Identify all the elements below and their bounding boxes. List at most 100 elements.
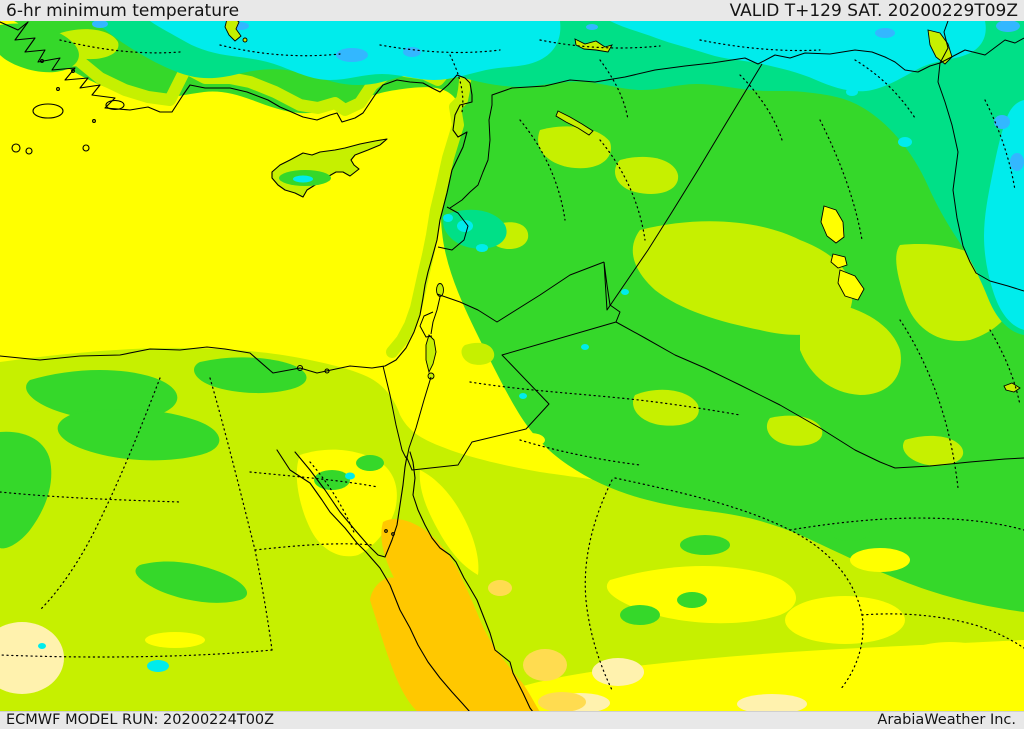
admin-boundaries-dotted: [0, 39, 1024, 691]
island-small: [25, 147, 33, 155]
temp-contour-blob: [515, 433, 545, 447]
temp-contour-blob: [632, 221, 853, 335]
island-dot: [56, 87, 60, 91]
sinai-coast: [294, 451, 408, 558]
temp-contour-blob: [632, 389, 699, 426]
temp-contour-blob: [785, 596, 905, 644]
temp-contour-blob: [193, 357, 307, 394]
shatt-al-arab: [1003, 382, 1021, 393]
temp-contour-blob: [461, 342, 495, 365]
lake-beysehir: [224, 21, 242, 42]
red-sea-island: [391, 532, 395, 536]
temp-contour-blob: [26, 369, 178, 421]
temp-contour-blob: [677, 592, 707, 608]
island-chios: [105, 99, 125, 111]
temp-contour-blob: [443, 214, 453, 222]
island-dot: [92, 119, 96, 123]
temp-contour-blob: [1010, 153, 1024, 171]
temp-contour-blob: [92, 21, 108, 28]
temperature-map-svg: [0, 21, 1024, 712]
gulf-of-suez-west-coast: [276, 449, 471, 712]
temp-contour-blob: [615, 156, 679, 195]
temp-fill-cyan-east: [610, 21, 986, 92]
temp-contour-blob: [898, 137, 912, 147]
lake-assad: [555, 110, 594, 136]
temp-contour-blob: [356, 455, 384, 471]
temp-contour-blob: [145, 632, 205, 648]
border-jordan-iraq-saudi: [615, 321, 1024, 469]
temp-contour-blob: [419, 470, 479, 575]
temp-contour-blob: [592, 658, 644, 686]
temp-contour-blob: [900, 642, 1000, 682]
border-turkey-iran-caucasus: [939, 21, 1024, 64]
temp-contour-blob: [293, 175, 313, 183]
coastlines: [0, 21, 534, 712]
temp-contour-blob: [519, 393, 527, 399]
temp-contour-blob: [147, 660, 169, 672]
red-sea-coast-warm-strip: [370, 577, 455, 712]
footer-bar: ECMWF MODEL RUN: 20200224T00Z ArabiaWeat…: [0, 711, 1024, 729]
temp-contour-blob: [457, 220, 473, 232]
temp-contour-blob: [996, 21, 1020, 32]
lake-urmia: [927, 29, 953, 65]
temp-fill-south-yellowgreen: [0, 347, 1024, 712]
country-borders: [382, 21, 1024, 471]
temp-contour-blob: [336, 48, 368, 62]
border-turkey-syria-iraq: [449, 49, 941, 209]
temp-contour-blob: [581, 344, 589, 350]
island-dot: [71, 69, 75, 73]
temp-contour-blob: [0, 622, 64, 694]
temp-contour-blob: [800, 300, 901, 395]
temperature-fills: [0, 21, 1024, 712]
temp-contour-blob: [850, 548, 910, 572]
valid-time-label: VALID T+129 SAT. 20200229T09Z: [729, 1, 1018, 21]
weather-map: [0, 21, 1024, 712]
temp-contour-blob: [620, 605, 660, 625]
gulf-of-aqaba-east-coast: [409, 451, 534, 712]
temp-contour-blob: [737, 694, 807, 712]
lake-galilee: [436, 283, 444, 297]
delta-lagoon: [296, 364, 304, 372]
temp-fill-south-yellow-band: [455, 640, 1024, 712]
lakes: [224, 21, 1021, 393]
temp-contour-blob: [538, 692, 586, 712]
dead-sea: [425, 334, 437, 374]
temp-contour-blob: [57, 408, 220, 461]
temp-fill-green-band: [14, 21, 1024, 612]
island-small: [11, 143, 21, 153]
temp-contour-blob: [680, 535, 730, 555]
lake-habbaniyah: [830, 253, 848, 269]
temp-contour-blob: [488, 580, 512, 596]
temp-contour-blob: [846, 88, 858, 96]
lake-small: [242, 37, 248, 43]
border-jordan-valley: [406, 296, 441, 459]
temp-contour-blob: [621, 289, 629, 295]
mediterranean-coastline: [0, 21, 473, 374]
temp-contour-blob: [403, 47, 421, 57]
temp-contour-blob: [435, 324, 461, 336]
border-jordan-saudi-zigzag: [406, 321, 617, 471]
temp-fill-cyan-west: [85, 21, 561, 80]
lake-keban: [574, 38, 613, 53]
model-run-label: ECMWF MODEL RUN: 20200224T00Z: [6, 712, 275, 728]
lake-tharthar: [820, 205, 845, 244]
temp-contour-blob: [766, 415, 823, 446]
temp-contour-blob: [538, 126, 611, 169]
temp-contour-blob: [135, 561, 248, 603]
island-dot: [40, 59, 44, 63]
header-bar: 6-hr minimum temperature VALID T+129 SAT…: [0, 0, 1024, 21]
temp-contour-blob: [830, 523, 870, 541]
red-sea-island: [384, 529, 388, 533]
island-lesbos: [32, 103, 64, 119]
credit-label: ArabiaWeather Inc.: [877, 712, 1016, 728]
border-west-bank: [419, 311, 434, 338]
temp-contour-blob: [345, 472, 355, 480]
delta-lagoon: [324, 368, 330, 374]
map-title: 6-hr minimum temperature: [6, 1, 240, 21]
temp-contour-blob: [523, 649, 567, 681]
temp-contour-blob: [994, 115, 1010, 129]
red-sea-warm-fill: [381, 518, 540, 712]
temp-contour-blob: [476, 244, 488, 252]
border-syria-jordan: [436, 261, 605, 323]
temp-contour-blob: [0, 431, 52, 549]
